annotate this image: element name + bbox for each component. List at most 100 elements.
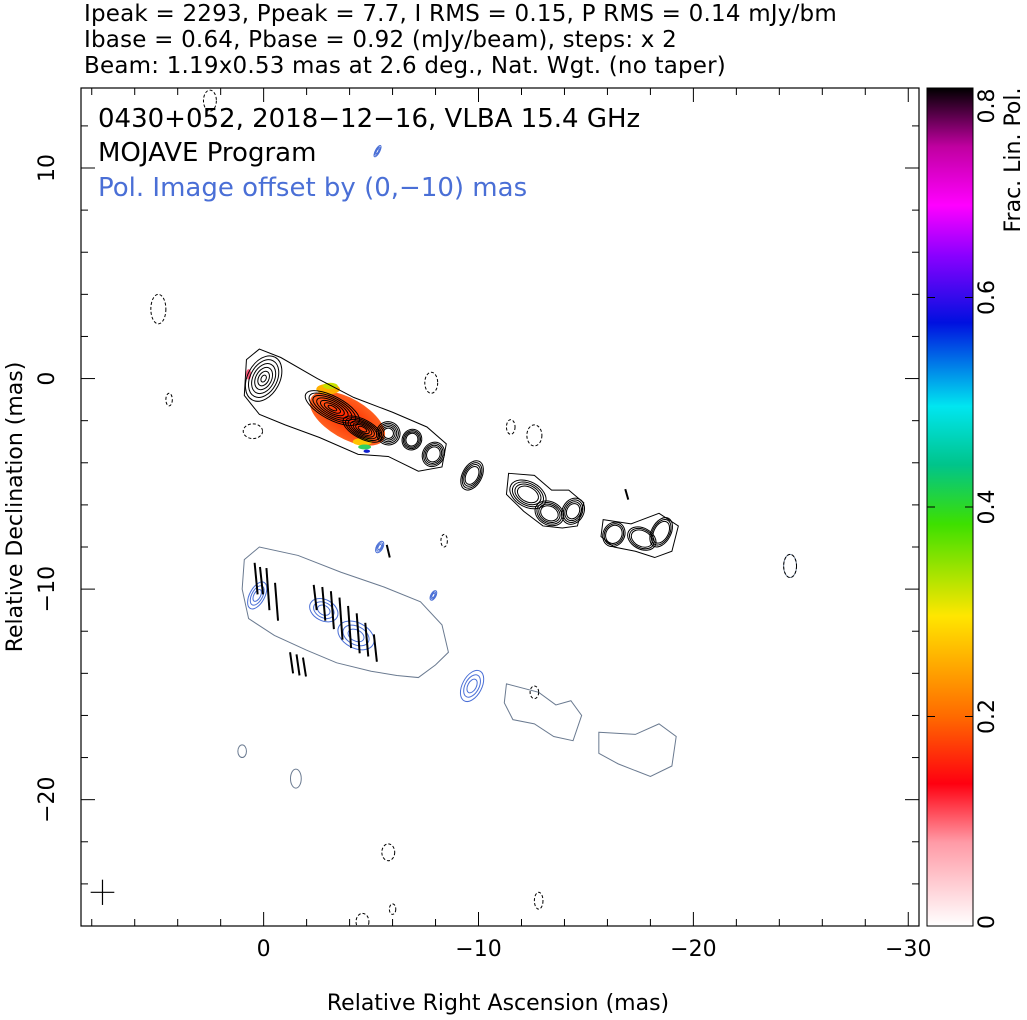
intensity-contour — [603, 523, 625, 546]
isolated-contour — [505, 419, 516, 435]
pol-contour — [373, 144, 382, 158]
axis-tick-labels: 0 −10 −20 −30 10 0 −10 −20 — [35, 154, 931, 962]
pol-contour — [429, 590, 438, 601]
pol-contour — [375, 148, 380, 155]
pol-outline-isolated — [237, 744, 247, 759]
colorbar-tick-label: 0.6 — [975, 280, 1000, 315]
pol-contour — [463, 674, 481, 698]
pol-contour — [342, 624, 370, 647]
x-tick-label: −10 — [455, 937, 501, 962]
beam-marker — [90, 879, 115, 905]
header-stats-line: Ipeak = 2293, Ppeak = 7.7, I RMS = 0.15,… — [84, 1, 837, 27]
intensity-contour — [649, 517, 673, 548]
pol-contour — [377, 543, 382, 551]
intensity-contour — [319, 399, 345, 417]
pol-contour — [252, 588, 262, 602]
panel-program: MOJAVE Program — [98, 138, 316, 168]
evpa-vector — [312, 584, 318, 611]
intensity-contour — [342, 415, 383, 443]
intensity-contour — [350, 420, 375, 438]
header-beam-line: Beam: 1.19x0.53 mas at 2.6 deg., Nat. Wg… — [84, 53, 726, 79]
colorbar-tick-label: 0 — [975, 915, 1000, 929]
intensity-contour — [650, 519, 672, 546]
evpa-vector — [624, 488, 630, 500]
intensity-contour — [628, 527, 655, 550]
intensity-contour — [355, 424, 370, 435]
isolated-contour — [529, 685, 540, 700]
intensity-contour — [308, 392, 357, 424]
intensity-contour — [379, 424, 398, 443]
evpa-vector — [372, 634, 378, 662]
header-base-line: Ibase = 0.64, Pbase = 0.92 (mJy/beam), s… — [84, 27, 677, 53]
isolated-contour — [242, 423, 264, 440]
intensity-contour — [514, 483, 542, 506]
intensity-contour — [260, 374, 267, 383]
pol-outline-isolated — [290, 768, 302, 789]
knot-contour — [600, 512, 679, 559]
isolated-contours — [150, 89, 798, 926]
pol-contour — [317, 604, 331, 616]
intensity-contour — [377, 422, 399, 444]
x-tick-label: 0 — [257, 937, 271, 962]
fpol-high-bottom-inner — [358, 444, 372, 450]
intensity-contour — [536, 502, 563, 525]
isolated-contour — [526, 424, 543, 447]
intensity-contour — [561, 497, 586, 525]
evpa-vector — [301, 657, 307, 677]
y-tick-label: −20 — [35, 776, 60, 822]
intensity-contour — [327, 404, 338, 412]
intensity-contour — [511, 481, 544, 508]
isolated-contour — [202, 89, 217, 112]
intensity-contour — [509, 479, 547, 510]
intensity-contour — [323, 402, 342, 414]
y-tick-label: −10 — [35, 566, 60, 612]
colorbar-tick-label: 0.4 — [975, 490, 1000, 525]
intensity-contour — [461, 462, 483, 489]
intensity-contour — [380, 426, 396, 441]
intensity-contour — [244, 355, 283, 402]
pol-contour — [376, 542, 384, 552]
evpa-vector — [289, 652, 295, 674]
pol-contour — [374, 146, 381, 156]
evpa-vector — [329, 591, 335, 630]
intensity-contour — [257, 370, 270, 387]
evpa-vector — [274, 582, 280, 621]
pol-offset-note: Pol. Image offset by (0,−10) mas — [98, 173, 527, 203]
intensity-contour — [602, 521, 626, 548]
evpa-vector — [321, 586, 327, 621]
pol-contour — [431, 592, 436, 599]
intensity-contour — [405, 432, 419, 447]
intensity-contour — [401, 428, 423, 451]
colorbar-label: Frac. Lin. Pol. — [1001, 87, 1026, 232]
isolated-contour — [533, 891, 544, 910]
intensity-contour — [421, 441, 446, 468]
intensity-contour — [460, 460, 484, 491]
knot-contour — [505, 472, 585, 529]
x-axis-label: Relative Right Ascension (mas) — [327, 991, 669, 1016]
panel-title: 0430+052, 2018−12−16, VLBA 15.4 GHz — [98, 104, 640, 134]
evpa-vectors — [253, 488, 630, 677]
intensity-contour — [464, 465, 480, 485]
colorbar-ticks: 0 0.2 0.4 0.6 0.8 — [927, 87, 1000, 929]
intensity-contour — [463, 464, 481, 487]
evpa-vector — [253, 562, 259, 595]
evpa-vector — [338, 597, 344, 640]
colorbar-tick-label: 0.2 — [975, 699, 1000, 734]
intensity-contour — [382, 427, 394, 439]
intensity-contour — [426, 446, 441, 463]
intensity-contour — [352, 422, 373, 436]
intensity-contour — [404, 431, 420, 448]
intensity-contour — [516, 485, 539, 504]
evpa-vector — [385, 544, 391, 558]
x-tick-label: −30 — [885, 937, 931, 962]
pol-contour — [430, 591, 437, 600]
evpa-vector — [265, 567, 271, 611]
intensity-contour — [304, 390, 361, 426]
intensity-contour — [564, 501, 582, 522]
intensity-contour — [376, 421, 401, 446]
intensity-contour — [312, 394, 353, 422]
fpol-peak — [363, 449, 371, 453]
isolated-contour — [381, 843, 396, 862]
isolated-contour — [388, 903, 397, 915]
